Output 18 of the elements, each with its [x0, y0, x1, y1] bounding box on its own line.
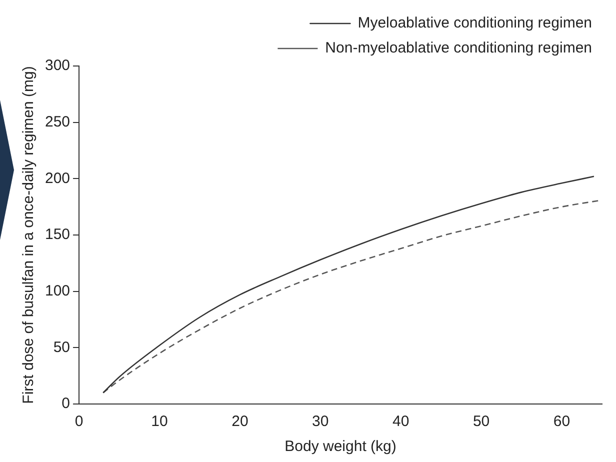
legend-label: Non-myeloablative conditioning regimen — [325, 40, 592, 57]
y-tick-label: 100 — [44, 282, 70, 300]
y-tick-label: 150 — [44, 226, 70, 244]
x-tick-label: 60 — [553, 413, 570, 430]
y-axis-title: First dose of busulfan in a once-daily regimen (mg) — [20, 66, 38, 404]
x-axis-title: Body weight (kg) — [284, 438, 396, 456]
x-tick-label: 30 — [312, 413, 329, 430]
y-tick-label: 50 — [53, 338, 70, 356]
legend-label: Myeloablative conditioning regimen — [358, 14, 592, 32]
x-tick-label: 10 — [151, 413, 168, 430]
y-tick-label: 300 — [44, 57, 70, 74]
y-tick-label: 200 — [44, 170, 70, 187]
y-tick-label: 250 — [44, 113, 70, 130]
x-tick-label: 40 — [392, 413, 410, 430]
x-tick-label: 50 — [472, 413, 490, 430]
x-tick-label: 20 — [232, 413, 248, 430]
x-tick-label: 0 — [74, 413, 84, 430]
y-tick-label: 0 — [62, 395, 70, 412]
